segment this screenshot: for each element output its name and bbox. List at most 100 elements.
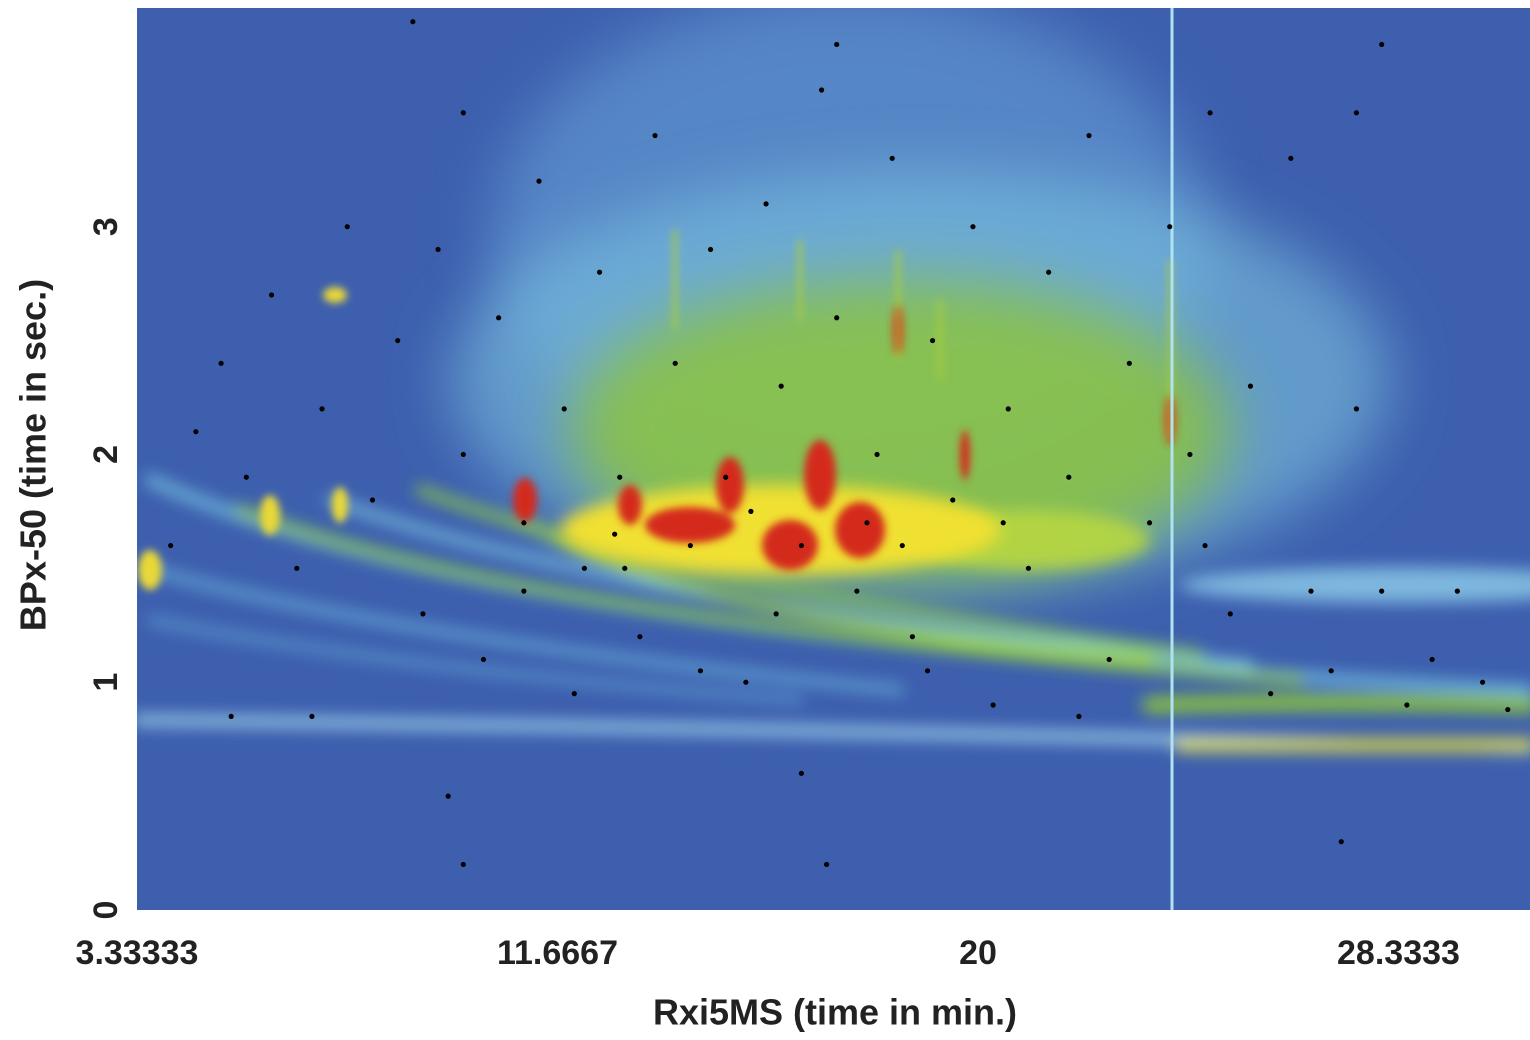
point bbox=[622, 565, 628, 571]
y-tick-label: 0 bbox=[87, 901, 125, 920]
y-tick-label: 3 bbox=[87, 217, 125, 236]
point bbox=[970, 224, 976, 230]
point bbox=[652, 132, 658, 139]
point bbox=[496, 315, 502, 321]
point bbox=[1025, 565, 1032, 571]
point bbox=[924, 668, 931, 674]
point bbox=[521, 520, 527, 526]
point bbox=[1202, 542, 1208, 549]
point bbox=[243, 474, 249, 480]
points bbox=[168, 19, 1511, 868]
point bbox=[1005, 406, 1011, 412]
point bbox=[1353, 110, 1360, 116]
point bbox=[864, 520, 870, 526]
point bbox=[1106, 656, 1112, 663]
point bbox=[1338, 839, 1344, 845]
point bbox=[1479, 679, 1486, 685]
point bbox=[344, 224, 350, 230]
point bbox=[369, 497, 376, 503]
point bbox=[824, 861, 830, 868]
point bbox=[1066, 474, 1072, 480]
y-tick-label: 2 bbox=[87, 445, 125, 464]
point bbox=[617, 474, 623, 480]
point bbox=[1126, 360, 1132, 366]
point bbox=[818, 87, 825, 93]
point bbox=[435, 246, 441, 253]
point bbox=[1379, 41, 1385, 48]
point bbox=[420, 611, 426, 617]
point bbox=[1379, 588, 1385, 594]
point bbox=[218, 360, 224, 366]
point bbox=[1207, 110, 1213, 116]
point bbox=[612, 531, 618, 537]
point bbox=[521, 588, 527, 594]
point bbox=[1076, 713, 1082, 719]
point bbox=[899, 542, 905, 549]
point bbox=[1404, 702, 1410, 708]
point bbox=[990, 702, 996, 708]
point bbox=[1454, 588, 1460, 594]
point bbox=[723, 474, 729, 480]
point bbox=[707, 246, 714, 253]
point bbox=[1000, 520, 1006, 526]
point bbox=[1268, 691, 1274, 697]
point bbox=[596, 269, 603, 275]
point bbox=[637, 634, 643, 640]
point bbox=[309, 713, 315, 719]
point bbox=[763, 201, 769, 207]
point bbox=[1167, 224, 1173, 230]
point bbox=[854, 588, 860, 594]
y-tick-label: 1 bbox=[87, 673, 125, 692]
point bbox=[687, 542, 693, 549]
point bbox=[672, 360, 678, 366]
point bbox=[561, 406, 567, 412]
point bbox=[798, 542, 804, 549]
y-axis-title: BPx-50 (time in sec.) bbox=[13, 279, 54, 631]
point bbox=[798, 770, 804, 776]
point bbox=[168, 542, 174, 549]
point bbox=[697, 668, 704, 674]
point bbox=[571, 691, 577, 697]
point bbox=[834, 41, 840, 48]
point bbox=[889, 155, 895, 161]
point bbox=[460, 861, 466, 868]
x-tick-label: 28.3333 bbox=[1337, 934, 1460, 972]
point bbox=[228, 713, 234, 719]
point bbox=[1429, 656, 1435, 663]
point bbox=[1146, 520, 1153, 526]
point bbox=[193, 429, 199, 435]
point bbox=[1505, 706, 1511, 713]
point bbox=[294, 565, 300, 571]
point bbox=[909, 634, 915, 640]
point bbox=[581, 565, 588, 571]
point bbox=[773, 611, 779, 617]
point bbox=[1353, 406, 1360, 412]
point bbox=[950, 497, 956, 503]
point bbox=[834, 315, 840, 321]
point bbox=[460, 110, 466, 116]
point bbox=[1187, 451, 1193, 458]
point bbox=[1288, 155, 1294, 161]
point bbox=[410, 19, 416, 25]
point bbox=[929, 337, 936, 344]
point bbox=[1227, 611, 1233, 617]
point bbox=[1328, 668, 1334, 674]
point bbox=[445, 793, 451, 799]
point bbox=[319, 406, 325, 412]
point bbox=[480, 656, 487, 663]
x-tick-label: 20 bbox=[959, 934, 997, 972]
point bbox=[778, 383, 784, 389]
point bbox=[1308, 588, 1314, 594]
x-axis-title: Rxi5MS (time in min.) bbox=[653, 992, 1017, 1033]
x-tick-label: 3.33333 bbox=[76, 934, 199, 972]
point bbox=[536, 178, 542, 184]
point bbox=[1046, 269, 1052, 275]
point bbox=[460, 451, 466, 458]
point bbox=[268, 292, 275, 298]
heatmap bbox=[137, 8, 1530, 910]
point bbox=[743, 679, 749, 685]
point bbox=[748, 508, 754, 514]
point bbox=[1086, 132, 1092, 139]
